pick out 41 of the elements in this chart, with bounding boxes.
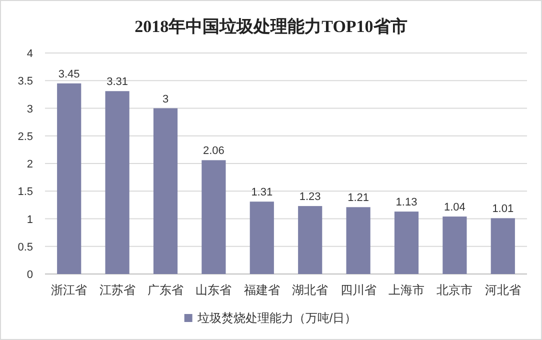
bar [490, 218, 515, 274]
bar [250, 202, 274, 274]
data-label: 1.13 [396, 196, 418, 209]
y-tick-label: 1 [26, 214, 33, 226]
x-tick-label: 广东省 [148, 283, 184, 297]
x-tick-label: 浙江省 [51, 283, 88, 297]
x-tick-label: 四川省 [340, 283, 376, 297]
bar [442, 216, 467, 274]
x-tick-label: 江苏省 [99, 283, 136, 297]
y-tick-label: 3 [26, 103, 33, 116]
y-tick-label: 2 [26, 158, 33, 170]
bar [105, 91, 130, 274]
legend-label: 垃圾焚烧处理能力（万吨/日） [196, 311, 357, 325]
y-tick-label: 4 [26, 48, 33, 60]
y-tick-label: 0 [26, 269, 33, 281]
x-tick-label: 湖北省 [292, 283, 328, 297]
x-tick-label: 河北省 [484, 283, 521, 297]
data-label: 3 [162, 93, 169, 106]
data-label: 3.45 [58, 68, 80, 80]
data-label: 1.04 [444, 202, 466, 214]
x-tick-label: 上海市 [388, 283, 424, 297]
y-tick-label: 1.5 [18, 186, 33, 198]
data-label: 3.31 [106, 76, 128, 88]
chart-title: 2018年中国垃圾处理能力TOP10省市 [134, 17, 408, 36]
bar [346, 207, 370, 274]
data-label: 1.23 [299, 191, 321, 204]
data-label: 1.31 [251, 186, 273, 199]
bar [202, 160, 226, 274]
y-tick-label: 3.5 [18, 76, 33, 88]
data-label: 2.06 [202, 145, 224, 158]
data-label: 1.01 [492, 203, 514, 216]
bar [57, 83, 82, 274]
bar [298, 206, 322, 274]
bar [153, 108, 178, 274]
y-tick-label: 0.5 [18, 241, 33, 254]
x-tick-label: 福建省 [244, 283, 280, 297]
bar [394, 212, 419, 274]
x-tick-label: 山东省 [196, 283, 232, 297]
x-tick-label: 北京市 [436, 283, 473, 297]
y-tick-label: 2.5 [18, 130, 33, 143]
data-label: 1.21 [348, 192, 370, 204]
